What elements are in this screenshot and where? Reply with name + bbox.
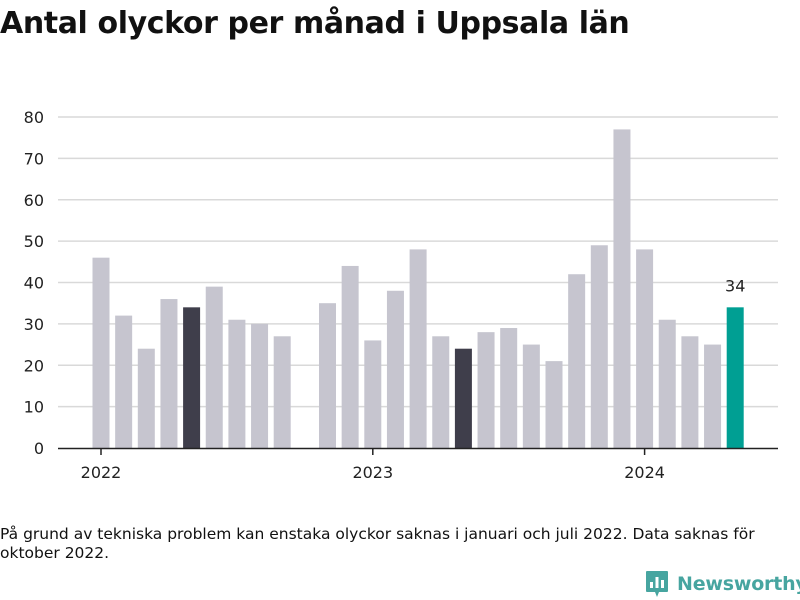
bar-2022-09 — [274, 336, 291, 448]
newsworthy-logo-icon — [645, 570, 669, 598]
y-tick-label: 80 — [24, 108, 44, 127]
bar-2024-04 — [704, 345, 721, 448]
y-tick-label: 70 — [24, 149, 44, 168]
y-tick-label: 0 — [34, 439, 44, 458]
bar-2023-07 — [500, 328, 517, 448]
bars — [93, 129, 744, 448]
y-tick-label: 40 — [24, 274, 44, 293]
x-tick-label: 2024 — [624, 463, 665, 482]
brand-name: Newsworthy — [677, 573, 800, 595]
bar-2022-06 — [206, 287, 223, 448]
bar-2022-03 — [138, 349, 155, 448]
bar-2024-02 — [659, 320, 676, 448]
y-tick-label: 20 — [24, 356, 44, 375]
bar-2024-05 — [727, 307, 744, 448]
bar-2023-12 — [613, 129, 630, 448]
y-tick-label: 60 — [24, 191, 44, 210]
x-axis-ticks: 2022 2023 2024 — [81, 448, 665, 482]
bar-2023-10 — [568, 274, 585, 448]
bar-2023-03 — [410, 249, 427, 448]
bar-2023-02 — [387, 291, 404, 448]
data-labels: 34 — [725, 276, 745, 295]
bar-2022-08 — [251, 324, 268, 448]
bar-2022-02 — [115, 316, 132, 448]
x-tick-label: 2023 — [352, 463, 393, 482]
bar-2023-09 — [546, 361, 563, 448]
brand-logo: Newsworthy — [645, 568, 800, 600]
footnote: På grund av tekniska problem kan enstaka… — [0, 525, 790, 563]
y-tick-label: 50 — [24, 232, 44, 251]
y-tick-label: 30 — [24, 315, 44, 334]
bar-2022-07 — [228, 320, 245, 448]
bar-chart: 0 10 20 30 40 50 60 70 80 34 2022 2023 2024 — [0, 0, 800, 520]
y-tick-label: 10 — [24, 398, 44, 417]
bar-2024-01 — [636, 249, 653, 448]
bar-2023-05 — [455, 349, 472, 448]
bar-2022-11 — [319, 303, 336, 448]
bar-2022-12 — [342, 266, 359, 448]
bar-2023-04 — [432, 336, 449, 448]
bar-2022-01 — [93, 258, 110, 448]
bar-2023-11 — [591, 245, 608, 448]
data-label-2024-05: 34 — [725, 276, 745, 295]
bar-2023-08 — [523, 345, 540, 448]
bar-2023-06 — [478, 332, 495, 448]
bar-2023-01 — [364, 340, 381, 448]
bar-2022-05 — [183, 307, 200, 448]
x-tick-label: 2022 — [81, 463, 122, 482]
y-axis-ticks: 0 10 20 30 40 50 60 70 80 — [24, 108, 44, 458]
bar-2024-03 — [681, 336, 698, 448]
bar-2022-04 — [160, 299, 177, 448]
